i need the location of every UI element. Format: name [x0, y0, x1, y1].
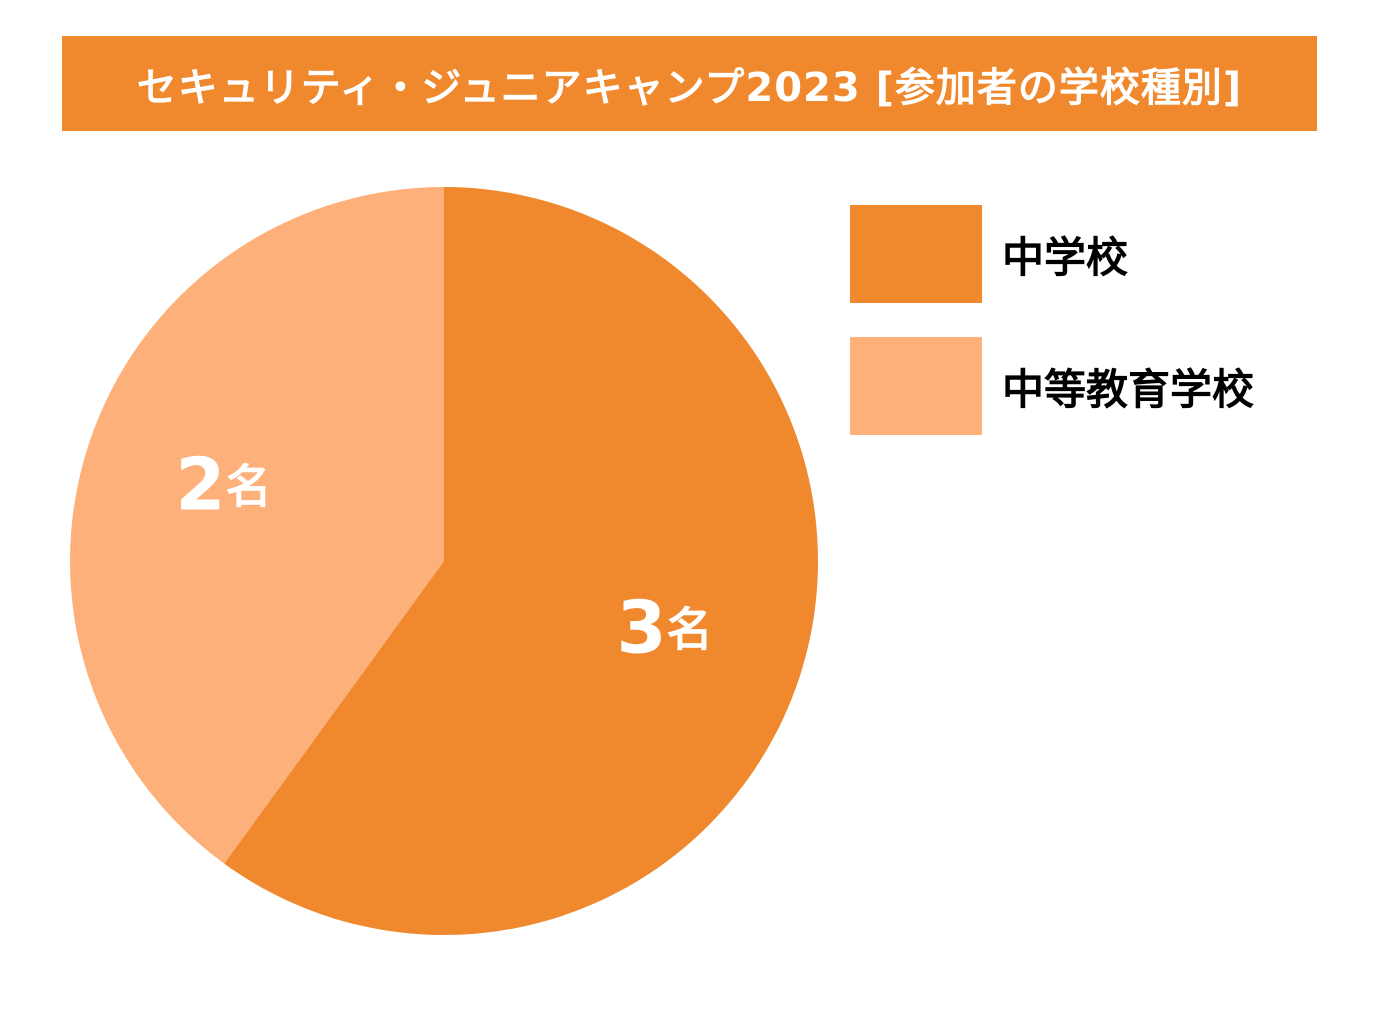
legend-label-junior-high: 中学校 — [1002, 232, 1129, 282]
legend: 中学校 中等教育学校 — [850, 205, 1254, 469]
pie-slice-secondary-school — [70, 187, 445, 864]
legend-label-secondary-school: 中等教育学校 — [1002, 364, 1255, 414]
slice-label-junior-high: 3名 — [616, 585, 712, 669]
slice-label-unit: 名 — [226, 459, 272, 513]
chart-title: セキュリティ・ジュニアキャンプ2023 [参加者の学校種別] — [136, 64, 1243, 111]
title-banner: セキュリティ・ジュニアキャンプ2023 [参加者の学校種別] — [62, 36, 1317, 131]
legend-swatch-junior-high — [850, 205, 982, 303]
legend-item-secondary-school: 中等教育学校 — [850, 337, 1254, 435]
slice-label-secondary-school: 2名 — [175, 442, 271, 526]
slice-label-value: 2 — [175, 442, 225, 526]
legend-swatch-secondary-school — [850, 337, 982, 435]
legend-item-junior-high: 中学校 — [850, 205, 1254, 303]
slice-label-value: 3 — [616, 585, 666, 669]
pie-slice-junior-high — [224, 187, 818, 935]
slice-label-unit: 名 — [667, 602, 713, 656]
